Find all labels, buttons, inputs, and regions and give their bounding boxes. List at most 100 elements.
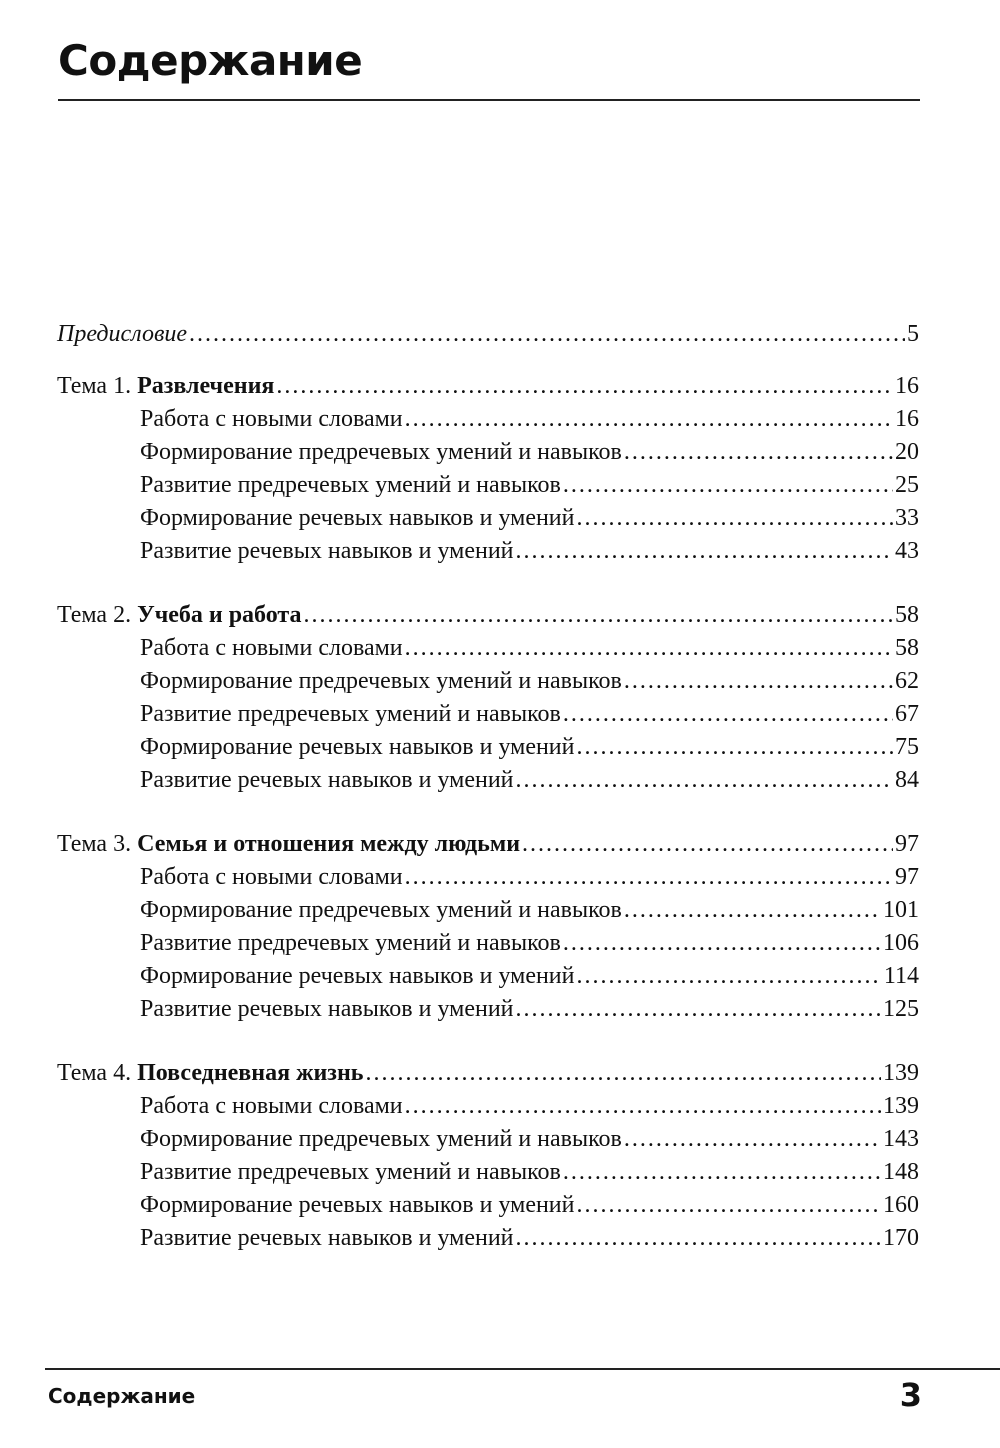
dot-leader xyxy=(304,599,893,632)
toc-page-number: 106 xyxy=(883,930,919,956)
toc-entry-section[interactable]: Формирование предречевых умений и навыко… xyxy=(57,665,919,698)
toc-entry-label: Предисловие xyxy=(57,321,188,347)
toc-page-number: 97 xyxy=(895,831,919,857)
toc-page-number: 75 xyxy=(895,734,919,760)
toc-entry-label: Формирование речевых навыков и умений xyxy=(140,734,575,760)
toc-entry-section[interactable]: Развитие речевых навыков и умений 170 xyxy=(57,1222,919,1255)
toc-entry-section[interactable]: Развитие речевых навыков и умений 125 xyxy=(57,993,919,1026)
toc-entry-label: Развитие речевых навыков и умений xyxy=(140,1225,514,1251)
dot-leader xyxy=(189,318,905,351)
dot-leader xyxy=(516,535,894,568)
toc-entry-label: Формирование речевых навыков и умений xyxy=(140,963,575,989)
toc-page-number: 101 xyxy=(883,897,919,923)
toc-entry-label: Формирование речевых навыков и умений xyxy=(140,1192,575,1218)
toc-entry-section[interactable]: Развитие предречевых умений и навыков 148 xyxy=(57,1156,919,1189)
toc-entry-label: Развитие речевых навыков и умений xyxy=(140,538,514,564)
toc-entry-section[interactable]: Работа с новыми словами 97 xyxy=(57,861,919,894)
page-number: 3 xyxy=(899,1376,922,1414)
table-of-contents: Предисловие 5 Тема 1. Развлечения 16 Работ… xyxy=(57,318,919,1255)
toc-entry-topic-4[interactable]: Тема 4. Повседневная жизнь 139 xyxy=(57,1057,919,1090)
spacer xyxy=(57,351,919,370)
toc-entry-label: Формирование предречевых умений и навыко… xyxy=(140,897,622,923)
toc-page-number: 5 xyxy=(907,321,919,347)
footer-rule xyxy=(45,1368,1000,1370)
toc-page-number: 170 xyxy=(883,1225,919,1251)
spacer xyxy=(57,1026,919,1057)
toc-entry-section[interactable]: Развитие речевых навыков и умений 43 xyxy=(57,535,919,568)
toc-page-number: 43 xyxy=(895,538,919,564)
topic-prefix: Тема 2. xyxy=(57,602,138,628)
topic-prefix: Тема 4. xyxy=(57,1060,138,1086)
toc-entry-section[interactable]: Развитие предречевых умений и навыков 25 xyxy=(57,469,919,502)
dot-leader xyxy=(563,927,881,960)
dot-leader xyxy=(516,1222,882,1255)
toc-entry-label: Тема 4. Повседневная жизнь xyxy=(57,1057,363,1090)
dot-leader xyxy=(365,1057,881,1090)
toc-entry-label: Тема 3. Семья и отношения между людьми xyxy=(57,828,520,861)
toc-entry-label: Работа с новыми словами xyxy=(140,864,403,890)
toc-entry-topic-3[interactable]: Тема 3. Семья и отношения между людьми 97 xyxy=(57,828,919,861)
topic-title: Повседневная жизнь xyxy=(137,1060,364,1086)
toc-page-number: 33 xyxy=(895,505,919,531)
toc-page-number: 58 xyxy=(895,602,919,628)
toc-entry-section[interactable]: Формирование предречевых умений и навыко… xyxy=(57,436,919,469)
toc-entry-label: Тема 1. Развлечения xyxy=(57,370,274,403)
dot-leader xyxy=(624,665,893,698)
toc-entry-section[interactable]: Формирование речевых навыков и умений 33 xyxy=(57,502,919,535)
toc-entry-topic-1[interactable]: Тема 1. Развлечения 16 xyxy=(57,370,919,403)
toc-entry-section[interactable]: Работа с новыми словами 139 xyxy=(57,1090,919,1123)
dot-leader xyxy=(405,632,893,665)
toc-page-number: 58 xyxy=(895,635,919,661)
toc-entry-section[interactable]: Формирование речевых навыков и умений 75 xyxy=(57,731,919,764)
toc-page-number: 143 xyxy=(883,1126,919,1152)
dot-leader xyxy=(577,960,882,993)
toc-entry-preface[interactable]: Предисловие 5 xyxy=(57,318,919,351)
toc-page-number: 139 xyxy=(883,1093,919,1119)
toc-entry-label: Работа с новыми словами xyxy=(140,406,403,432)
toc-entry-label: Тема 2. Учеба и работа xyxy=(57,599,302,632)
page-title: Содержание xyxy=(58,36,363,85)
dot-leader xyxy=(563,469,893,502)
header-rule xyxy=(58,99,920,101)
toc-entry-label: Развитие предречевых умений и навыков xyxy=(140,472,561,498)
dot-leader xyxy=(516,764,894,797)
topics-list: Тема 1. Развлечения 16 Работа с новыми сло… xyxy=(57,351,919,1255)
dot-leader xyxy=(276,370,893,403)
dot-leader xyxy=(624,436,893,469)
toc-entry-label: Формирование предречевых умений и навыко… xyxy=(140,1126,622,1152)
toc-entry-label: Развитие речевых навыков и умений xyxy=(140,996,514,1022)
topic-title: Учеба и работа xyxy=(137,602,302,628)
toc-entry-section[interactable]: Развитие речевых навыков и умений 84 xyxy=(57,764,919,797)
dot-leader xyxy=(624,894,881,927)
toc-page-number: 16 xyxy=(895,373,919,399)
dot-leader xyxy=(577,502,894,535)
toc-page-number: 160 xyxy=(883,1192,919,1218)
dot-leader xyxy=(577,1189,882,1222)
toc-entry-label: Развитие предречевых умений и навыков xyxy=(140,930,561,956)
toc-entry-section[interactable]: Работа с новыми словами 16 xyxy=(57,403,919,436)
toc-entry-topic-2[interactable]: Тема 2. Учеба и работа 58 xyxy=(57,599,919,632)
toc-entry-section[interactable]: Формирование предречевых умений и навыко… xyxy=(57,894,919,927)
toc-page-number: 125 xyxy=(883,996,919,1022)
toc-entry-section[interactable]: Развитие предречевых умений и навыков 67 xyxy=(57,698,919,731)
topic-prefix: Тема 3. xyxy=(57,831,138,857)
spacer xyxy=(57,797,919,828)
toc-entry-section[interactable]: Развитие предречевых умений и навыков 106 xyxy=(57,927,919,960)
toc-page-number: 114 xyxy=(883,963,919,989)
topic-prefix: Тема 1. xyxy=(57,373,138,399)
toc-entry-label: Работа с новыми словами xyxy=(140,635,403,661)
toc-entry-section[interactable]: Формирование речевых навыков и умений 160 xyxy=(57,1189,919,1222)
toc-entry-section[interactable]: Формирование предречевых умений и навыко… xyxy=(57,1123,919,1156)
toc-entry-section[interactable]: Формирование речевых навыков и умений 114 xyxy=(57,960,919,993)
toc-entry-label: Работа с новыми словами xyxy=(140,1093,403,1119)
toc-page-number: 20 xyxy=(895,439,919,465)
toc-page-number: 25 xyxy=(895,472,919,498)
toc-page-number: 84 xyxy=(895,767,919,793)
toc-entry-section[interactable]: Работа с новыми словами 58 xyxy=(57,632,919,665)
toc-entry-label: Формирование предречевых умений и навыко… xyxy=(140,439,622,465)
toc-entry-label: Формирование речевых навыков и умений xyxy=(140,505,575,531)
dot-leader xyxy=(516,993,882,1026)
toc-entry-label: Развитие речевых навыков и умений xyxy=(140,767,514,793)
toc-page-number: 139 xyxy=(883,1060,919,1086)
spacer xyxy=(57,568,919,599)
